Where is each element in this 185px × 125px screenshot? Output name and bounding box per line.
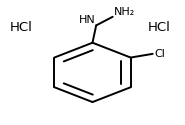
Text: Cl: Cl: [154, 49, 165, 59]
Text: NH₂: NH₂: [114, 6, 135, 16]
Text: HCl: HCl: [148, 21, 170, 34]
Text: HCl: HCl: [10, 21, 33, 34]
Text: HN: HN: [78, 15, 95, 25]
